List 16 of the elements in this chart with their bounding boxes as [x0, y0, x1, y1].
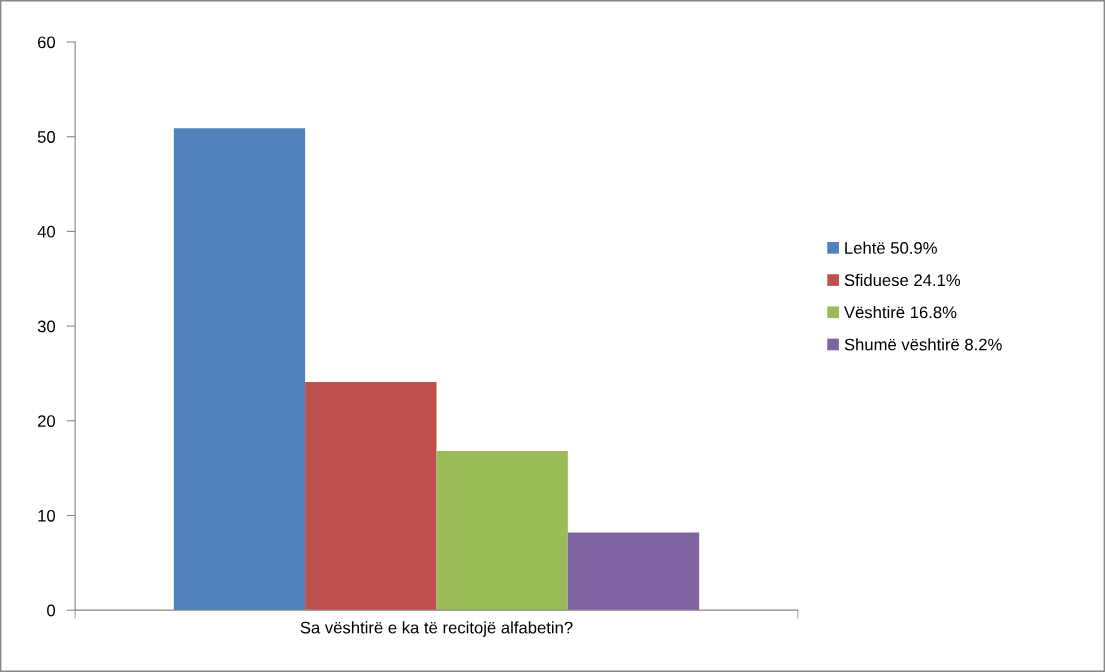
- legend-label: Vështirë 16.8%: [844, 306, 957, 319]
- y-tick-label: 20: [38, 415, 56, 427]
- y-tick-label: 10: [38, 509, 56, 522]
- bar: [436, 451, 568, 611]
- bar: [173, 128, 306, 611]
- y-tick-label: 0: [47, 604, 56, 617]
- y-tick-label: 40: [37, 225, 56, 238]
- bar: [567, 532, 700, 611]
- y-tick-label: 60: [38, 36, 56, 49]
- x-tick-label: Sa vështirë e ka të recitojë alfabetin?: [300, 621, 573, 637]
- bar: [305, 381, 437, 611]
- y-tick-label: 30: [37, 320, 56, 333]
- y-tick-label: 50: [37, 131, 56, 143]
- legend-label: Sfiduese 24.1%: [844, 273, 961, 287]
- legend-label: Shumë vështirë 8.2%: [844, 338, 1002, 351]
- legend-label: Lehtë 50.9%: [845, 241, 937, 254]
